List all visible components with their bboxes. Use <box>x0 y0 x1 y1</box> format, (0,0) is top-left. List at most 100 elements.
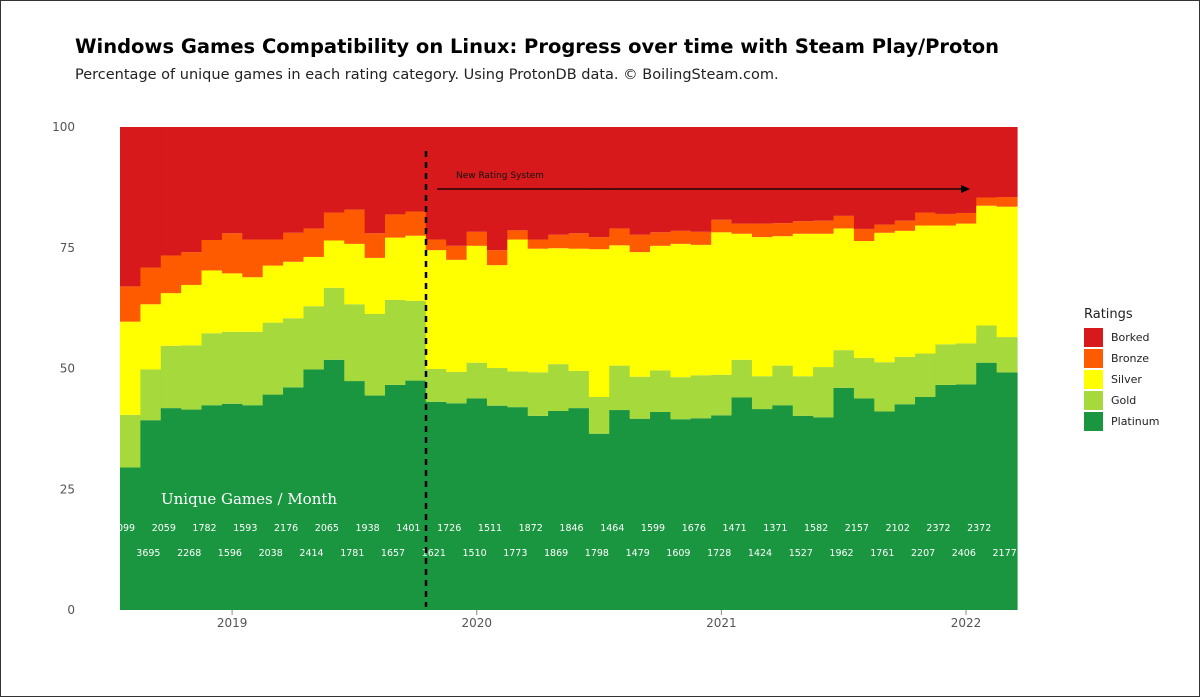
bar-bronze-2018-12 <box>201 240 223 271</box>
bar-bronze-2020-09 <box>629 234 651 253</box>
bar-bronze-2018-08 <box>120 286 141 322</box>
bar-gold-2019-04 <box>283 318 305 388</box>
x-tick-2022: 2022 <box>951 616 982 630</box>
bar-platinum-2018-11 <box>181 409 203 610</box>
bar-bronze-2019-01 <box>221 233 243 274</box>
bar-borked-2019-04 <box>283 127 305 233</box>
bar-bronze-2018-11 <box>181 252 203 285</box>
bar-gold-2019-11 <box>425 368 447 402</box>
count-top-3: 1593 <box>233 523 257 534</box>
annotations: New Rating System Unique Games / Month <box>161 151 970 607</box>
legend-label-borked: Borked <box>1111 331 1150 344</box>
bar-silver-2020-10 <box>650 245 672 371</box>
bar-bronze-2020-03 <box>507 230 529 240</box>
count-bottom-12: 1479 <box>626 548 650 559</box>
count-bottom-5: 1781 <box>340 548 364 559</box>
bar-silver-2020-05 <box>548 248 570 365</box>
count-top-6: 1938 <box>356 523 380 534</box>
bar-bronze-2021-01 <box>711 219 733 233</box>
bar-gold-2020-05 <box>548 364 570 411</box>
bar-silver-2019-12 <box>446 259 468 372</box>
legend-label-platinum: Platinum <box>1111 415 1159 428</box>
bar-bronze-2020-06 <box>568 233 590 249</box>
y-tick-75: 75 <box>60 241 75 255</box>
bar-bronze-2021-12 <box>935 213 957 226</box>
bar-platinum-2019-11 <box>425 401 447 610</box>
bar-silver-2019-01 <box>221 273 243 332</box>
count-bottom-10: 1869 <box>544 548 568 559</box>
bar-platinum-2020-04 <box>527 415 549 610</box>
bar-borked-2019-09 <box>385 127 407 215</box>
bar-silver-2021-05 <box>792 233 814 377</box>
count-bottom-13: 1609 <box>666 548 690 559</box>
bar-silver-2019-06 <box>323 240 345 288</box>
bar-gold-2020-07 <box>588 397 610 434</box>
bar-borked-2021-05 <box>792 127 814 222</box>
bar-borked-2020-04 <box>527 127 549 240</box>
bar-silver-2020-11 <box>670 243 692 378</box>
bar-borked-2019-05 <box>303 127 325 229</box>
bar-borked-2018-09 <box>140 127 162 268</box>
count-top-13: 1599 <box>641 523 665 534</box>
bar-gold-2019-06 <box>323 287 345 360</box>
bar-silver-2021-08 <box>853 240 875 358</box>
bar-borked-2019-11 <box>425 127 447 240</box>
count-top-0: 3099 <box>111 523 135 534</box>
bar-platinum-2020-12 <box>690 418 712 610</box>
bar-bronze-2019-12 <box>446 245 468 260</box>
count-bottom-11: 1798 <box>585 548 609 559</box>
count-bottom-20: 2406 <box>952 548 976 559</box>
bar-borked-2022-02 <box>976 127 998 198</box>
count-top-18: 2157 <box>845 523 869 534</box>
bar-platinum-2021-01 <box>711 415 733 610</box>
bar-borked-2021-06 <box>813 127 835 221</box>
bar-silver-2018-12 <box>201 270 223 334</box>
bar-gold-2019-10 <box>405 300 427 381</box>
bar-silver-2021-02 <box>731 233 753 360</box>
x-tick-2021: 2021 <box>706 616 737 630</box>
bar-borked-2018-11 <box>181 127 203 253</box>
bar-bronze-2019-09 <box>385 214 407 238</box>
bar-platinum-2021-04 <box>772 405 794 610</box>
bar-silver-2019-07 <box>344 243 366 305</box>
count-bottom-0: 3695 <box>136 548 160 559</box>
bar-bronze-2019-10 <box>405 211 427 236</box>
legend-swatch-borked <box>1084 328 1103 347</box>
bar-gold-2022-01 <box>955 343 977 385</box>
bar-bronze-2020-01 <box>466 231 488 246</box>
bar-gold-2019-01 <box>221 331 243 404</box>
bar-platinum-2021-05 <box>792 415 814 610</box>
bar-bronze-2018-10 <box>160 255 182 294</box>
bar-gold-2019-12 <box>446 371 468 404</box>
bar-borked-2020-03 <box>507 127 529 231</box>
bar-bronze-2021-04 <box>772 223 794 237</box>
count-bottom-3: 2038 <box>259 548 283 559</box>
bar-bronze-2018-09 <box>140 267 162 305</box>
bar-silver-2022-03 <box>996 206 1018 338</box>
bar-borked-2020-07 <box>588 127 610 238</box>
bar-borked-2022-01 <box>955 127 977 213</box>
bar-platinum-2019-05 <box>303 369 325 610</box>
bar-bronze-2019-11 <box>425 239 447 251</box>
bar-silver-2022-01 <box>955 223 977 344</box>
count-top-1: 2059 <box>152 523 176 534</box>
bar-borked-2020-11 <box>670 127 692 231</box>
bar-gold-2019-02 <box>242 331 264 406</box>
bar-silver-2021-11 <box>915 225 937 354</box>
bar-gold-2021-04 <box>772 365 794 406</box>
bar-gold-2021-10 <box>894 356 916 405</box>
bar-bronze-2021-02 <box>731 223 753 234</box>
bar-platinum-2019-06 <box>323 359 345 610</box>
bar-platinum-2019-02 <box>242 405 264 610</box>
bar-platinum-2019-09 <box>385 384 407 610</box>
bar-silver-2020-09 <box>629 252 651 377</box>
area-stack <box>120 127 1018 610</box>
count-bottom-8: 1510 <box>463 548 487 559</box>
count-top-10: 1872 <box>519 523 543 534</box>
bar-platinum-2021-07 <box>833 387 855 610</box>
bar-platinum-2020-10 <box>650 411 672 610</box>
bar-gold-2019-03 <box>262 322 284 395</box>
count-top-14: 1676 <box>682 523 706 534</box>
legend-swatch-gold <box>1084 391 1103 410</box>
bar-platinum-2018-09 <box>140 420 162 610</box>
